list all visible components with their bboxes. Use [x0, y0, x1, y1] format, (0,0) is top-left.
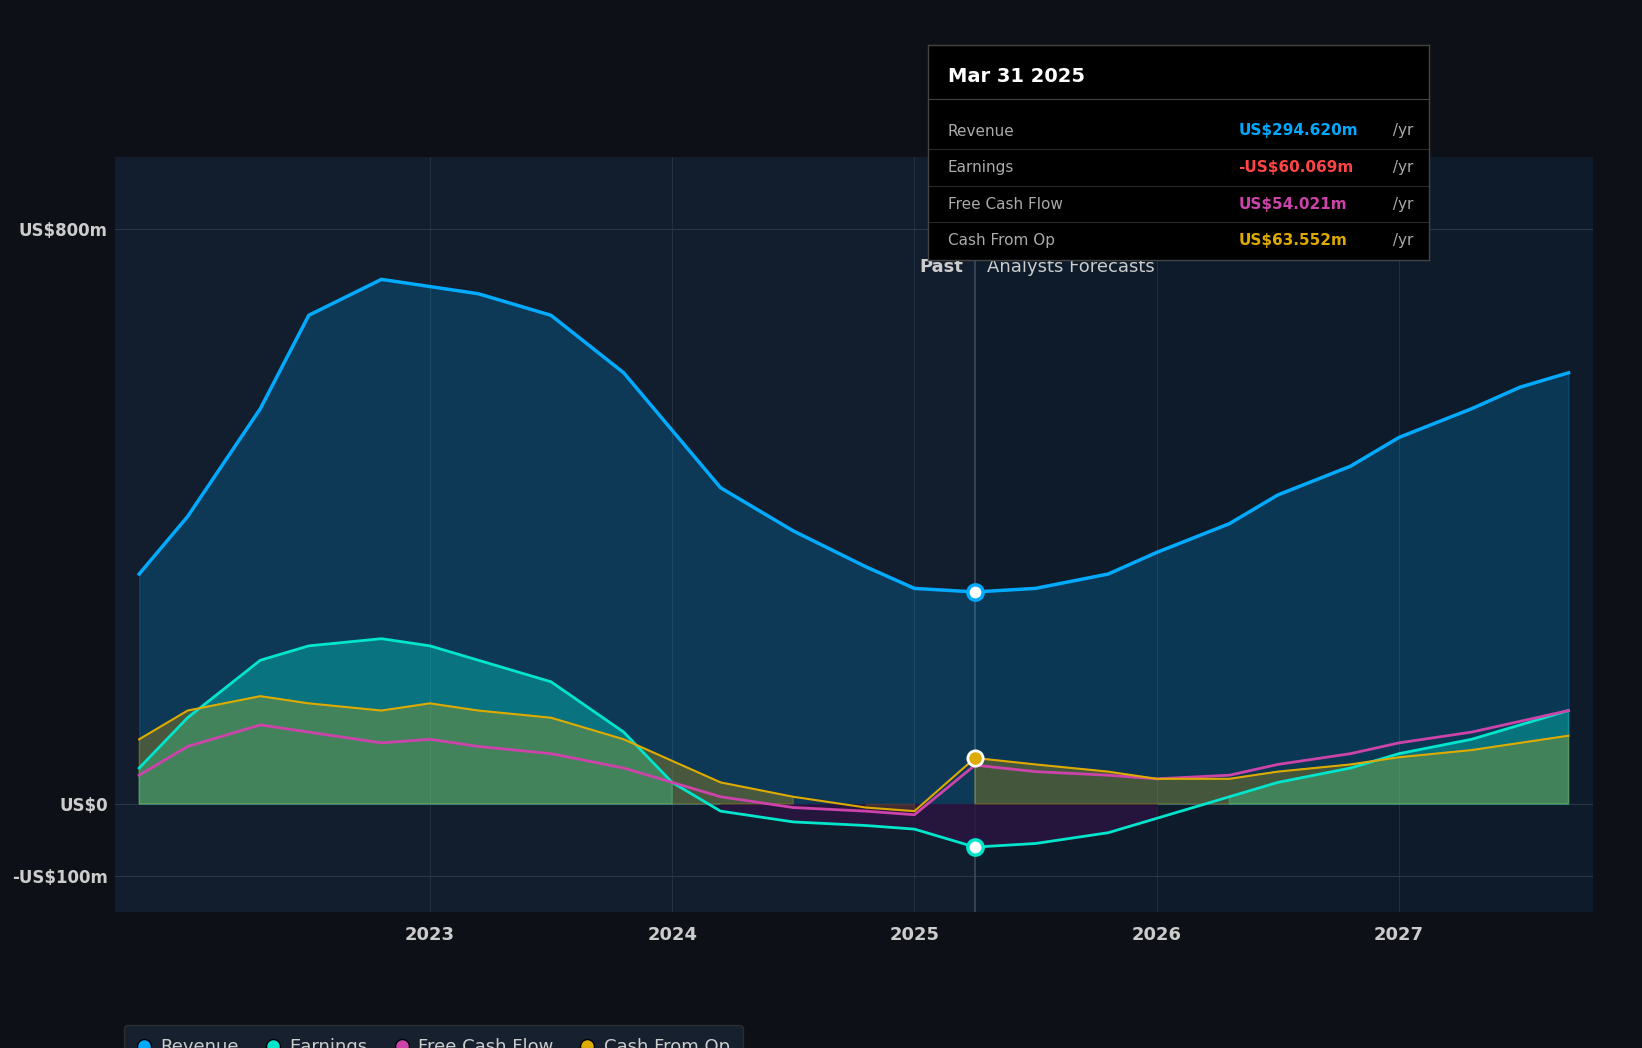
Text: /yr: /yr: [1387, 160, 1414, 175]
Text: Free Cash Flow: Free Cash Flow: [947, 197, 1062, 212]
Text: US$54.021m: US$54.021m: [1238, 197, 1346, 212]
Text: /yr: /yr: [1387, 124, 1414, 138]
Text: US$63.552m: US$63.552m: [1238, 233, 1346, 248]
Text: Earnings: Earnings: [947, 160, 1015, 175]
Text: /yr: /yr: [1387, 197, 1414, 212]
Bar: [115, 157, 975, 912]
Text: Analysts Forecasts: Analysts Forecasts: [987, 258, 1154, 276]
Text: Mar 31 2025: Mar 31 2025: [947, 67, 1085, 86]
Text: /yr: /yr: [1387, 233, 1414, 248]
Text: -US$60.069m: -US$60.069m: [1238, 160, 1353, 175]
Text: US$294.620m: US$294.620m: [1238, 124, 1358, 138]
Legend: Revenue, Earnings, Free Cash Flow, Cash From Op: Revenue, Earnings, Free Cash Flow, Cash …: [123, 1025, 742, 1048]
Text: Cash From Op: Cash From Op: [947, 233, 1054, 248]
Text: Past: Past: [920, 258, 962, 276]
Text: Revenue: Revenue: [947, 124, 1015, 138]
